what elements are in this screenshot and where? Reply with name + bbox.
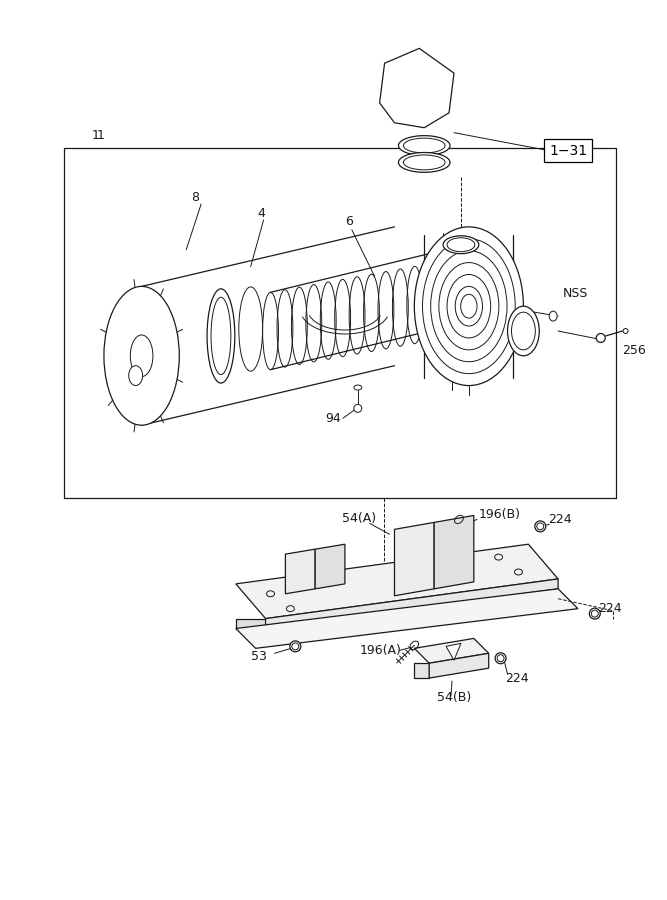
Ellipse shape xyxy=(207,289,235,383)
Ellipse shape xyxy=(590,608,600,619)
Ellipse shape xyxy=(592,610,598,617)
Text: 1: 1 xyxy=(92,129,100,142)
Polygon shape xyxy=(236,544,558,618)
Ellipse shape xyxy=(447,238,475,252)
Polygon shape xyxy=(265,579,558,628)
Text: 196(B): 196(B) xyxy=(479,508,521,521)
Ellipse shape xyxy=(535,521,546,532)
Ellipse shape xyxy=(129,365,143,385)
Text: 1−31: 1−31 xyxy=(549,143,587,157)
Text: 256: 256 xyxy=(622,345,646,357)
Text: 6: 6 xyxy=(345,215,353,229)
Polygon shape xyxy=(414,663,429,678)
Ellipse shape xyxy=(239,287,263,371)
Text: 54(B): 54(B) xyxy=(437,691,472,705)
Text: 196(A): 196(A) xyxy=(360,644,402,657)
Ellipse shape xyxy=(623,328,628,334)
Text: 53: 53 xyxy=(251,650,267,662)
Polygon shape xyxy=(394,522,434,596)
Polygon shape xyxy=(380,49,454,128)
Ellipse shape xyxy=(508,306,540,356)
Text: 54(A): 54(A) xyxy=(342,512,376,525)
Polygon shape xyxy=(236,618,265,628)
Text: 94: 94 xyxy=(325,412,341,425)
Ellipse shape xyxy=(211,297,231,374)
Text: 4: 4 xyxy=(257,208,265,220)
Ellipse shape xyxy=(537,523,544,530)
Ellipse shape xyxy=(549,311,557,321)
Text: 224: 224 xyxy=(548,513,572,526)
Polygon shape xyxy=(446,644,461,661)
Polygon shape xyxy=(285,549,315,594)
Ellipse shape xyxy=(495,652,506,663)
Ellipse shape xyxy=(104,286,179,425)
Ellipse shape xyxy=(596,334,605,342)
Ellipse shape xyxy=(398,152,450,172)
Text: 8: 8 xyxy=(191,191,199,203)
Ellipse shape xyxy=(443,236,479,254)
Ellipse shape xyxy=(497,655,504,661)
Text: 224: 224 xyxy=(598,602,622,616)
Text: 224: 224 xyxy=(506,671,529,685)
Ellipse shape xyxy=(404,138,445,153)
Ellipse shape xyxy=(404,155,445,170)
Text: 1: 1 xyxy=(97,129,105,142)
Polygon shape xyxy=(429,653,489,678)
Text: NSS: NSS xyxy=(563,287,588,300)
Ellipse shape xyxy=(414,227,524,385)
Ellipse shape xyxy=(398,136,450,156)
Ellipse shape xyxy=(130,335,153,376)
Ellipse shape xyxy=(512,312,536,350)
Ellipse shape xyxy=(290,641,301,652)
Polygon shape xyxy=(236,589,578,648)
Polygon shape xyxy=(434,516,474,589)
Polygon shape xyxy=(414,638,489,663)
Polygon shape xyxy=(315,544,345,589)
Ellipse shape xyxy=(292,643,299,650)
